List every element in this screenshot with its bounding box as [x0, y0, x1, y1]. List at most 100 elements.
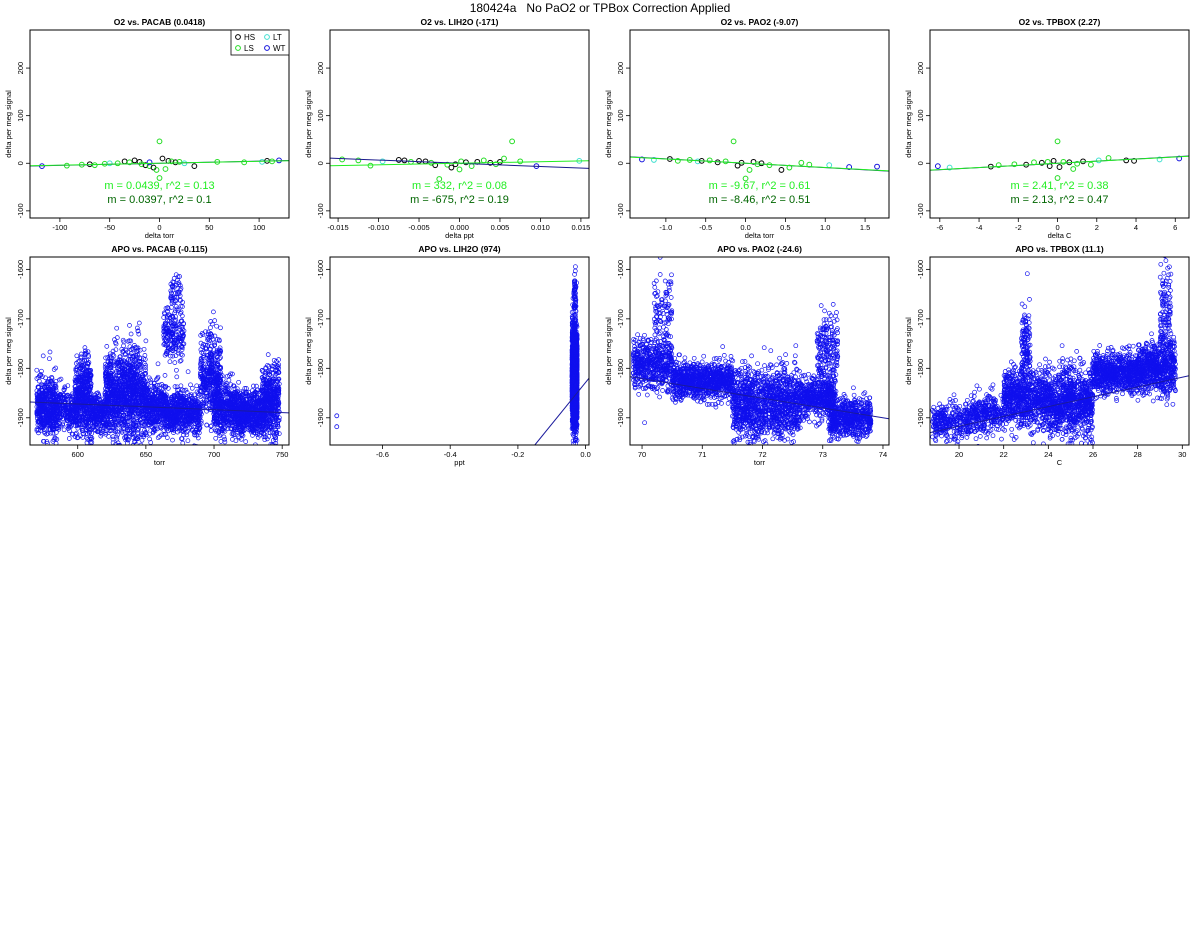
data-point — [45, 431, 51, 436]
data-point — [132, 367, 138, 373]
x-axis: -6 -4 -2 0 2 4 6 — [936, 218, 1177, 232]
data-point — [181, 405, 187, 410]
data-point — [85, 361, 90, 366]
data-point — [48, 397, 54, 403]
data-point — [127, 412, 132, 417]
data-point — [177, 324, 183, 330]
data-point — [91, 162, 98, 169]
y-tick-label: 200 — [616, 62, 625, 75]
data-point — [164, 401, 170, 407]
data-point — [114, 335, 120, 340]
data-point — [134, 454, 138, 458]
data-point — [153, 421, 159, 427]
page-title: 180424a No PaO2 or TPBox Correction Appl… — [469, 1, 731, 15]
data-point — [111, 391, 117, 396]
data-point — [81, 417, 87, 423]
data-point — [170, 400, 176, 405]
data-point — [178, 309, 184, 315]
data-point — [128, 407, 134, 413]
data-point — [124, 398, 130, 404]
y-axis-label: delta per meg signal — [304, 90, 313, 158]
data-point — [167, 359, 173, 365]
data-point — [51, 408, 56, 414]
data-point — [174, 306, 180, 312]
data-point — [480, 157, 487, 164]
data-point — [139, 437, 145, 443]
data-point — [127, 362, 132, 368]
y-tick-label: 0 — [16, 161, 25, 165]
data-point — [132, 359, 138, 365]
data-point — [216, 386, 222, 391]
data-point — [173, 353, 179, 358]
data-point — [170, 353, 176, 359]
data-point — [218, 325, 223, 331]
data-point — [105, 418, 110, 424]
data-point — [84, 435, 90, 441]
data-point — [195, 435, 201, 441]
data-point — [100, 415, 106, 421]
x-tick-label: 100 — [253, 223, 266, 232]
data-point — [88, 384, 94, 389]
data-point — [133, 387, 139, 393]
data-point — [74, 353, 80, 359]
x-tick-label: 0.0 — [740, 223, 750, 232]
x-tick-label: -6 — [936, 223, 943, 232]
y-tick-label: 0 — [916, 161, 925, 165]
data-point — [452, 161, 459, 168]
data-point — [214, 323, 219, 329]
data-point — [126, 395, 131, 400]
data-point — [134, 408, 140, 414]
data-point — [227, 406, 232, 412]
data-point — [178, 358, 184, 363]
data-point — [205, 343, 210, 348]
data-point — [179, 394, 185, 399]
data-point — [123, 347, 129, 353]
data-point — [127, 404, 133, 410]
y-tick-label: 200 — [16, 62, 25, 75]
data-point — [175, 322, 180, 328]
data-point — [198, 365, 203, 371]
data-point — [153, 397, 159, 403]
data-point — [136, 398, 141, 404]
data-point — [154, 404, 159, 409]
data-point — [217, 411, 223, 417]
data-point — [180, 440, 186, 445]
data-point — [137, 347, 143, 353]
data-point — [48, 379, 54, 384]
data-point — [259, 158, 266, 165]
fit-line-2 — [30, 160, 289, 167]
data-point — [113, 385, 119, 391]
data-point — [134, 325, 140, 331]
data-point — [88, 384, 93, 390]
data-point — [131, 428, 136, 433]
data-point — [50, 430, 56, 436]
data-point — [251, 383, 256, 389]
data-point — [174, 399, 180, 405]
data-point — [193, 410, 199, 415]
data-point — [45, 422, 51, 428]
data-point — [225, 398, 231, 404]
data-point — [152, 388, 158, 393]
data-point — [84, 357, 89, 363]
plot-frame — [629, 29, 890, 219]
data-point — [159, 155, 166, 162]
x-tick-label: 0 — [1055, 223, 1059, 232]
data-point — [108, 451, 112, 455]
data-point — [107, 373, 112, 378]
data-point — [217, 348, 222, 354]
data-point — [126, 436, 131, 442]
data-point — [651, 157, 657, 163]
data-point — [742, 175, 749, 182]
data-point — [798, 159, 805, 166]
data-point — [221, 434, 227, 440]
data-point — [106, 160, 113, 167]
data-point — [34, 411, 40, 417]
data-point — [75, 359, 81, 365]
data-point — [101, 160, 108, 167]
data-point — [223, 386, 229, 391]
data-point — [74, 402, 80, 408]
data-point — [206, 355, 212, 361]
data-point — [185, 428, 190, 434]
data-point — [517, 158, 524, 165]
data-point — [53, 441, 59, 445]
